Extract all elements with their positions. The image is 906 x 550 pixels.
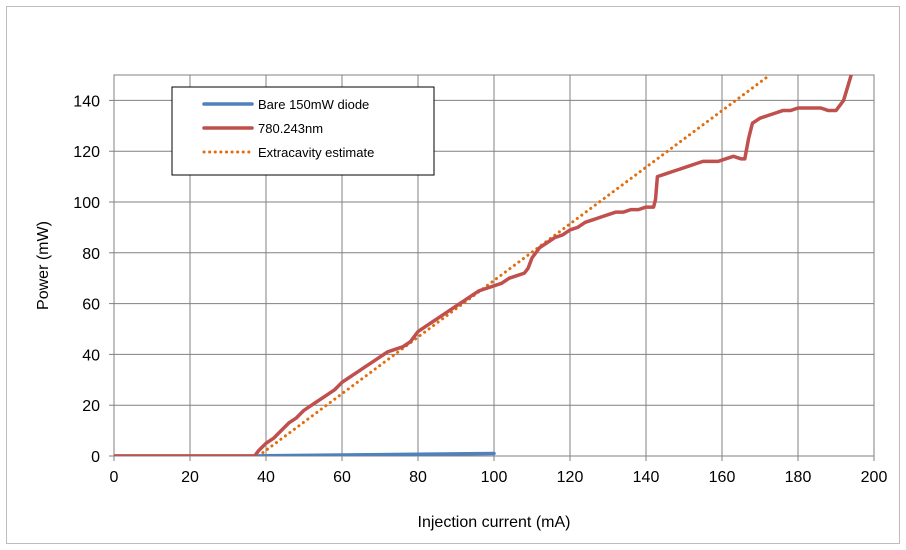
- legend-item: Bare 150mW diode: [202, 97, 369, 112]
- y-tick-label: 120: [73, 144, 100, 161]
- legend-label: Extracavity estimate: [258, 145, 374, 160]
- y-tick-label: 0: [91, 449, 100, 466]
- legend-box: [171, 86, 435, 176]
- series-line-1: [114, 75, 854, 456]
- tick-labels: 0 20 40 60 80 100 120 140 160 180 200 0 20 40 60 80 100 1…: [73, 93, 887, 486]
- x-tick-label: 40: [257, 469, 275, 486]
- x-tick-label: 120: [557, 469, 584, 486]
- legend-item: Extracavity estimate: [202, 145, 374, 160]
- y-tick-label: 60: [82, 297, 100, 314]
- x-tick-label: 20: [181, 469, 199, 486]
- x-tick-label: 200: [861, 469, 888, 486]
- y-tick-label: 40: [82, 347, 100, 364]
- x-tick-label: 80: [409, 469, 427, 486]
- x-tick-label: 0: [110, 469, 119, 486]
- plot-area-border: [113, 74, 875, 457]
- y-tick-label: 80: [82, 246, 100, 263]
- x-tick-label: 180: [785, 469, 812, 486]
- x-tick-label: 160: [709, 469, 736, 486]
- legend-item: 780.243nm: [202, 121, 323, 136]
- series-layer: [114, 75, 854, 456]
- x-axis-title: Injection current (mA): [418, 514, 571, 531]
- series-line-2: [256, 75, 772, 456]
- legend-label: 780.243nm: [258, 121, 323, 136]
- legend: Bare 150mW diode 780.243nm Extracavity est…: [171, 86, 435, 176]
- x-tick-label: 60: [333, 469, 351, 486]
- y-axis-title: Power (mW): [35, 221, 52, 310]
- series-line-0: [114, 451, 496, 456]
- x-tick-label: 140: [633, 469, 660, 486]
- legend-label: Bare 150mW diode: [258, 97, 369, 112]
- y-tick-label: 100: [73, 195, 100, 212]
- x-tick-label: 100: [481, 469, 508, 486]
- y-tick-label: 140: [73, 93, 100, 110]
- y-tick-label: 20: [82, 398, 100, 415]
